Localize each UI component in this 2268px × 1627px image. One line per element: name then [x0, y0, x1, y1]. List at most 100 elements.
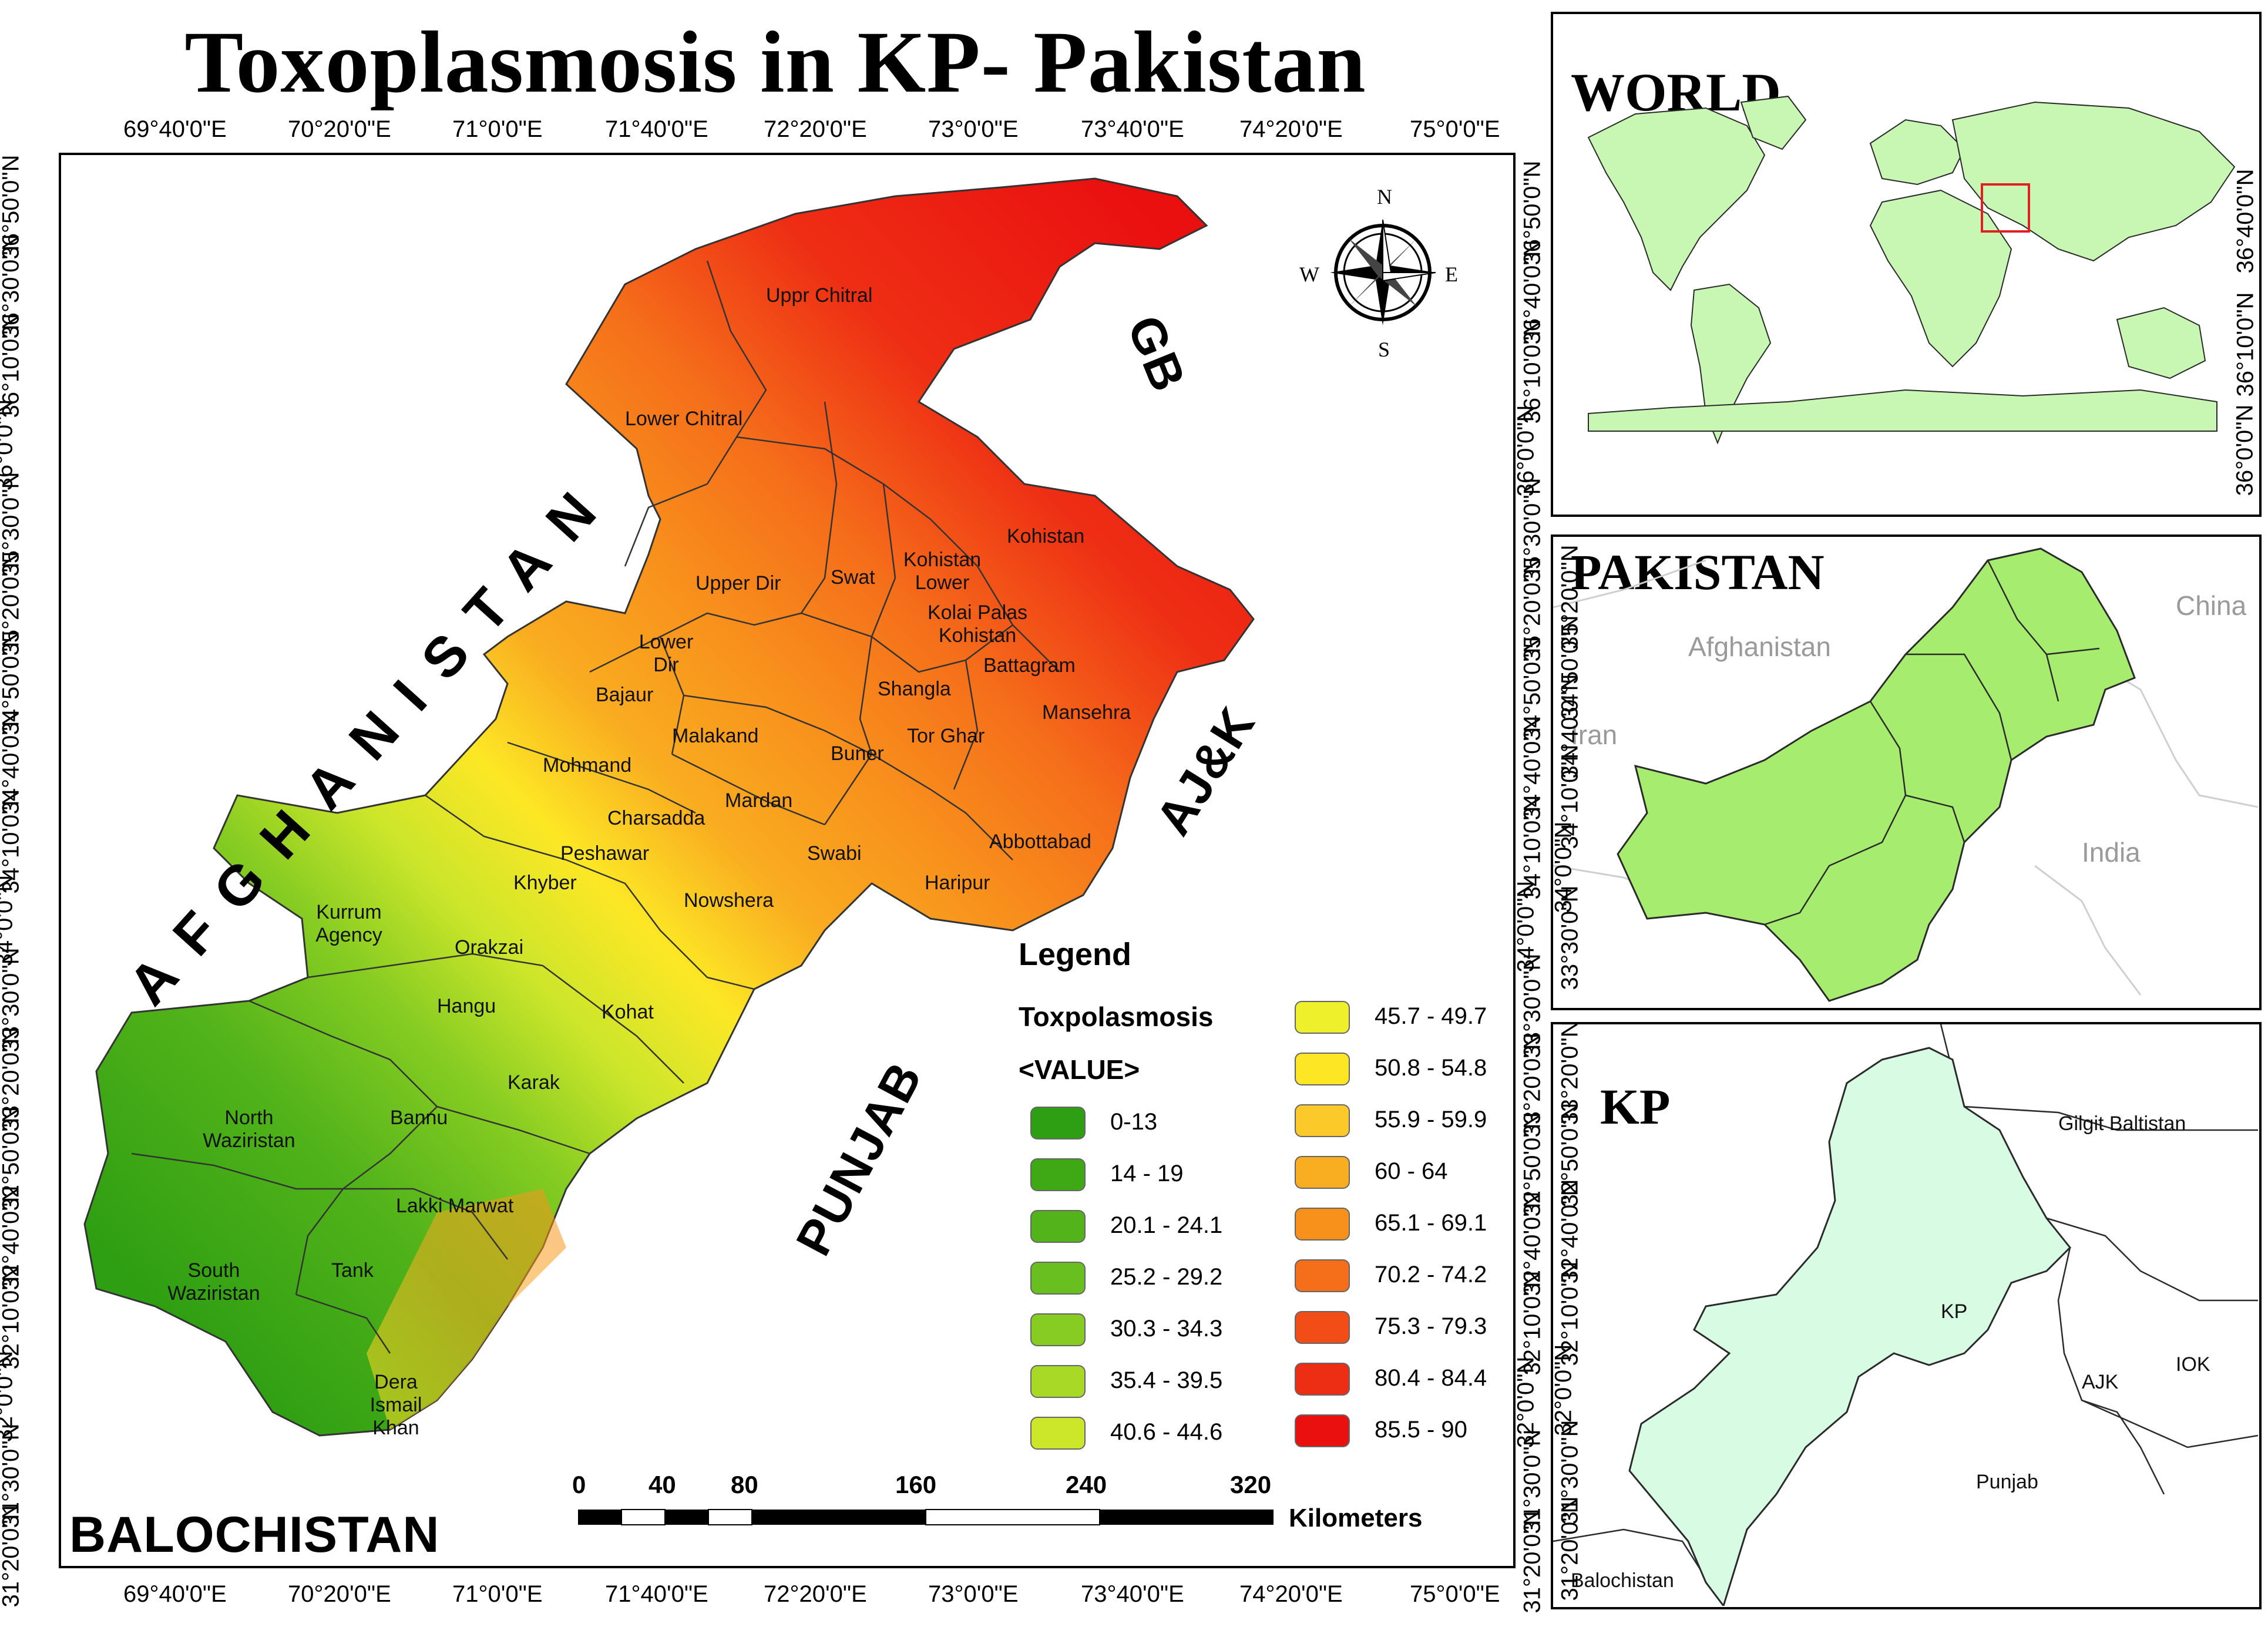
- scale-tick-label: 240: [1066, 1471, 1107, 1498]
- legend-class-label: 30.3 - 34.3: [1110, 1316, 1223, 1342]
- legend-swatch: [1030, 1365, 1086, 1398]
- extent-box: [1981, 183, 2030, 233]
- district-label: Kohistan Lower: [903, 549, 982, 594]
- compass-w-label: W: [1299, 263, 1319, 286]
- compass-e-label: E: [1445, 263, 1458, 286]
- legend-class-label: 55.9 - 59.9: [1375, 1107, 1487, 1132]
- legend-swatch: [1295, 1363, 1350, 1396]
- district-label: Malakand: [672, 725, 759, 747]
- legend-class-label: 20.1 - 24.1: [1110, 1212, 1223, 1238]
- pakistan-shape: [1617, 547, 2136, 1002]
- legend-class-label: 75.3 - 79.3: [1375, 1313, 1487, 1339]
- legend-swatch: [1295, 1311, 1350, 1344]
- tick-label-left: 31°20'0"N: [0, 1502, 24, 1608]
- tick-label-top: 71°0'0"E: [452, 116, 543, 142]
- district-label: Lower Chitral: [625, 408, 743, 430]
- legend-class-label: 14 - 19: [1110, 1161, 1184, 1186]
- world-map: [1587, 95, 2236, 445]
- legend-swatch: [1030, 1313, 1086, 1346]
- district-boundaries: [131, 260, 1060, 1354]
- legend-class-label: 65.1 - 69.1: [1375, 1210, 1487, 1236]
- scale-unit-label: Kilometers: [1289, 1504, 1423, 1532]
- legend-swatch: [1295, 1104, 1350, 1137]
- di-khan-shading: [367, 1189, 566, 1430]
- district-label: Dera Ismail Khan: [369, 1371, 422, 1440]
- legend-class-label: 45.7 - 49.7: [1375, 1003, 1487, 1029]
- district-label: Battagram: [983, 654, 1076, 677]
- district-label: Karak: [508, 1071, 560, 1094]
- legend: Legend Toxpolasmosis <VALUE> 0-13 14 - 1…: [942, 936, 1506, 1465]
- compass-icon: [1330, 219, 1436, 325]
- legend-class-label: 40.6 - 44.6: [1110, 1419, 1223, 1445]
- tick-label-top: 73°0'0"E: [928, 116, 1019, 142]
- kp-inset-title: KP: [1600, 1078, 1671, 1135]
- district-label: Charsadda: [607, 807, 705, 829]
- legend-swatch: [1295, 1156, 1350, 1189]
- legend-class-label: 80.4 - 84.4: [1375, 1365, 1487, 1391]
- tick-label-bottom: 75°0'0"E: [1410, 1581, 1500, 1607]
- district-label: Swat: [831, 566, 875, 589]
- legend-swatch: [1030, 1158, 1086, 1191]
- left-axis-ticks: 36°50'0"N 36°30'0"N 36°10'0"N 36°0'0"N 3…: [0, 141, 47, 1608]
- world-lat-tick: 36°40'0"N: [2232, 169, 2259, 274]
- region-label-balochistan: BALOCHISTAN: [69, 1507, 440, 1563]
- scale-tick-label: 320: [1230, 1471, 1272, 1498]
- legend-swatch: [1295, 1414, 1350, 1447]
- kp-label-gilgit: Gilgit Baltistan: [2058, 1112, 2186, 1135]
- legend-title: Legend: [1019, 937, 1132, 972]
- legend-swatch: [1030, 1262, 1086, 1295]
- legend-swatch: [1295, 1053, 1350, 1085]
- main-map-frame: AFGHANISTAN GB AJ&K PUNJAB BALOCHISTAN U…: [59, 153, 1516, 1568]
- scale-tick-label: 80: [731, 1471, 758, 1498]
- legend-swatch: [1295, 1208, 1350, 1241]
- scale-tick-label: 0: [572, 1471, 586, 1498]
- district-label: Hangu: [437, 995, 496, 1017]
- legend-swatch: [1030, 1210, 1086, 1243]
- kp-province-shape: [83, 177, 1255, 1437]
- pakistan-map: [1553, 547, 2258, 1002]
- district-label: Lakki Marwat: [396, 1195, 514, 1217]
- compass-n-label: N: [1377, 185, 1392, 209]
- district-label: Tank: [331, 1259, 374, 1282]
- district-label: Mardan: [725, 789, 793, 812]
- scale-bar-graphic: [578, 1509, 1274, 1525]
- legend-layer-name: Toxpolasmosis: [1019, 1001, 1214, 1032]
- district-label: Kohat: [602, 1001, 654, 1023]
- tick-label-top: 69°40'0"E: [123, 116, 227, 142]
- legend-class-label: 85.5 - 90: [1375, 1417, 1467, 1443]
- legend-class-label: 60 - 64: [1375, 1158, 1448, 1184]
- district-label: Uppr Chitral: [766, 284, 873, 307]
- district-label: Nowshera: [684, 889, 774, 912]
- tick-label-bottom: 71°40'0"E: [605, 1581, 708, 1607]
- tick-label-right: 31°20'0"N: [1519, 1508, 1545, 1613]
- legend-class-label: 25.2 - 29.2: [1110, 1264, 1223, 1290]
- pakistan-label-afghanistan: Afghanistan: [1688, 631, 1831, 662]
- kp-label-kp: KP: [1941, 1300, 1968, 1323]
- legend-class-label: 35.4 - 39.5: [1110, 1367, 1223, 1393]
- district-label: Lower Dir: [639, 631, 694, 677]
- district-label: North Waziristan: [203, 1107, 295, 1152]
- district-label: Peshawar: [560, 842, 650, 865]
- world-inset: WORLD 36°40'0"N 36°10'0"N 36°0'0"N: [1551, 12, 2262, 517]
- scale-tick-label: 40: [649, 1471, 676, 1498]
- tick-label-top: 72°20'0"E: [764, 116, 867, 142]
- tick-label-bottom: 71°0'0"E: [452, 1581, 543, 1607]
- kp-shape: [1628, 1047, 2072, 1606]
- tick-label-bottom: 69°40'0"E: [123, 1581, 227, 1607]
- tick-label-bottom: 70°20'0"E: [288, 1581, 391, 1607]
- district-label: Shangla: [878, 678, 951, 700]
- district-label: South Waziristan: [167, 1259, 260, 1305]
- world-lat-tick: 36°10'0"N: [2232, 292, 2259, 397]
- legend-field-name: <VALUE>: [1019, 1054, 1140, 1085]
- district-label: Bannu: [390, 1107, 448, 1129]
- tick-label-top: 73°40'0"E: [1081, 116, 1184, 142]
- legend-swatch: [1030, 1417, 1086, 1450]
- district-label: Kolai Palas Kohistan: [927, 601, 1028, 647]
- kp-label-ajk: AJK: [2082, 1371, 2119, 1393]
- pakistan-inset-title: PAKISTAN: [1571, 544, 1825, 600]
- main-map: [83, 177, 1255, 1437]
- district-label: Swabi: [807, 842, 862, 865]
- district-label: Abbottabad: [989, 831, 1091, 853]
- legend-class-label: 50.8 - 54.8: [1375, 1055, 1487, 1081]
- kp-label-balochistan: Balochistan: [1571, 1569, 1674, 1592]
